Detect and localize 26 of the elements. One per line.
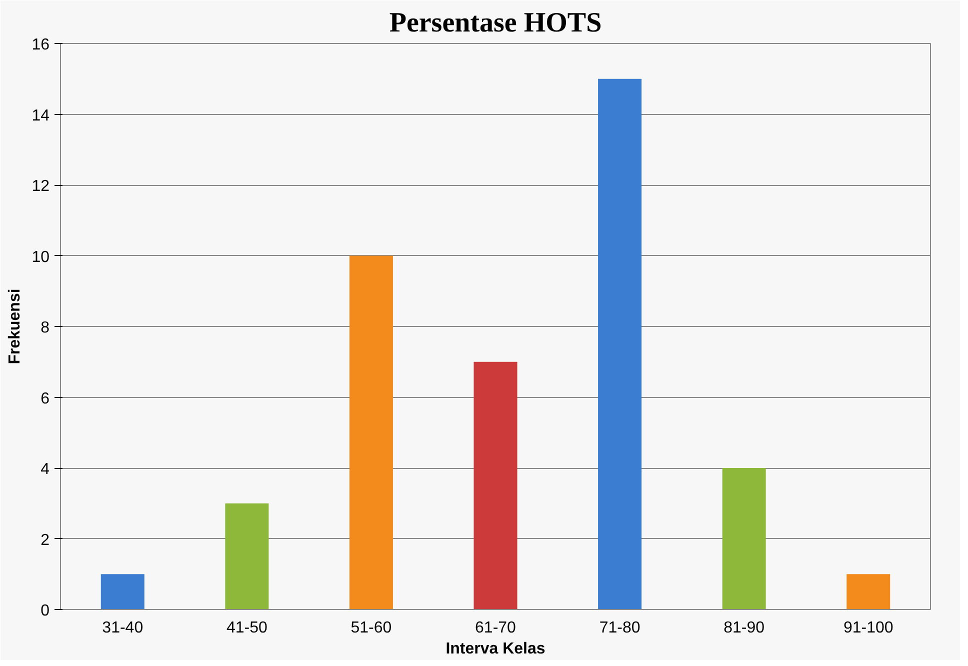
chart-title: Persentase HOTS [389,8,602,38]
x-tick-label: 91-100 [843,620,894,636]
x-tick-label: 71-80 [599,620,640,636]
y-tick-label: 8 [40,320,50,336]
x-axis-title: Interva Kelas [446,640,546,658]
x-tick-label: 81-90 [724,620,765,636]
y-tick-label: 0 [40,602,50,620]
y-tick-label: 6 [40,390,50,408]
bar [598,78,642,610]
x-tick-label: 31-40 [102,620,144,636]
x-tick-label: 51-60 [350,620,392,636]
y-tick-label: 14 [32,107,50,124]
bar [474,362,518,610]
bar [722,468,766,610]
bar [100,574,144,610]
bar [349,256,393,610]
y-tick-label: 12 [32,178,50,195]
bar [846,574,890,610]
x-tick-label: 41-50 [226,620,268,636]
y-axis-title: Frekuensi [6,288,24,364]
y-tick-label: 2 [40,532,50,549]
y-tick-label: 16 [32,36,50,54]
y-tick-label: 4 [40,461,50,478]
x-tick-label: 61-70 [475,620,516,636]
y-tick-label: 10 [32,248,50,266]
bar [225,503,269,610]
